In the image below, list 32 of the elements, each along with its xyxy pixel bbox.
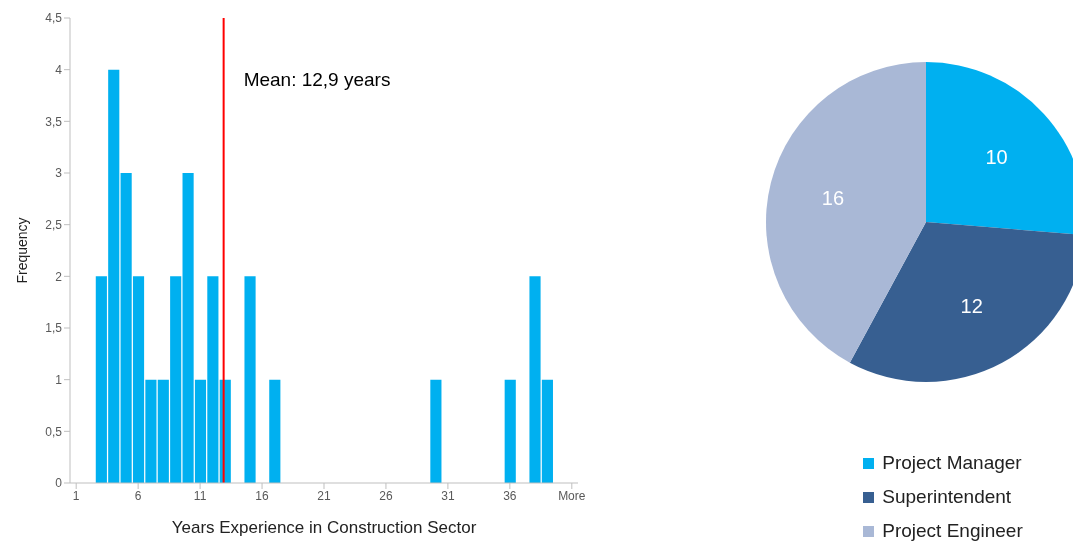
x-tick-label: 26 [379,488,393,503]
data-label: 12 [960,295,983,318]
y-tick-label: 4 [55,62,63,77]
y-tick-label: 3,5 [45,114,63,129]
legend-label: Project Manager [882,451,1022,475]
x-tick-label: 36 [503,488,517,503]
ref-line-label: Mean: 12,9 years [243,69,391,90]
x-axis-title: Years Experience in Construction Sector [171,518,477,537]
legend-label: Superintendent [882,485,1012,509]
x-tick-label: More [558,488,586,503]
bar [504,379,516,483]
bar [269,379,281,483]
legend-label: Project Engineer [882,519,1023,543]
y-tick-label: 4,5 [45,11,63,26]
data-label: 10 [985,145,1008,168]
y-tick-label: 3 [55,166,63,181]
data-label: 16 [821,187,845,210]
y-tick-label: 1,5 [45,321,63,336]
x-tick-label: 21 [317,488,331,503]
x-tick-label: 1 [72,488,80,503]
y-tick-label: 1 [55,372,63,387]
y-axis-title: Frequency [13,217,30,284]
x-tick-label: 11 [193,488,207,503]
y-tick-label: 0 [55,476,63,491]
y-tick-label: 0,5 [45,424,63,439]
bar [430,379,442,483]
x-tick-label: 31 [441,488,455,503]
x-tick-label: 6 [134,488,142,503]
x-tick-label: 16 [255,488,270,503]
y-tick-label: 2 [55,269,63,284]
bar [244,276,256,483]
y-tick-label: 2,5 [45,217,63,232]
